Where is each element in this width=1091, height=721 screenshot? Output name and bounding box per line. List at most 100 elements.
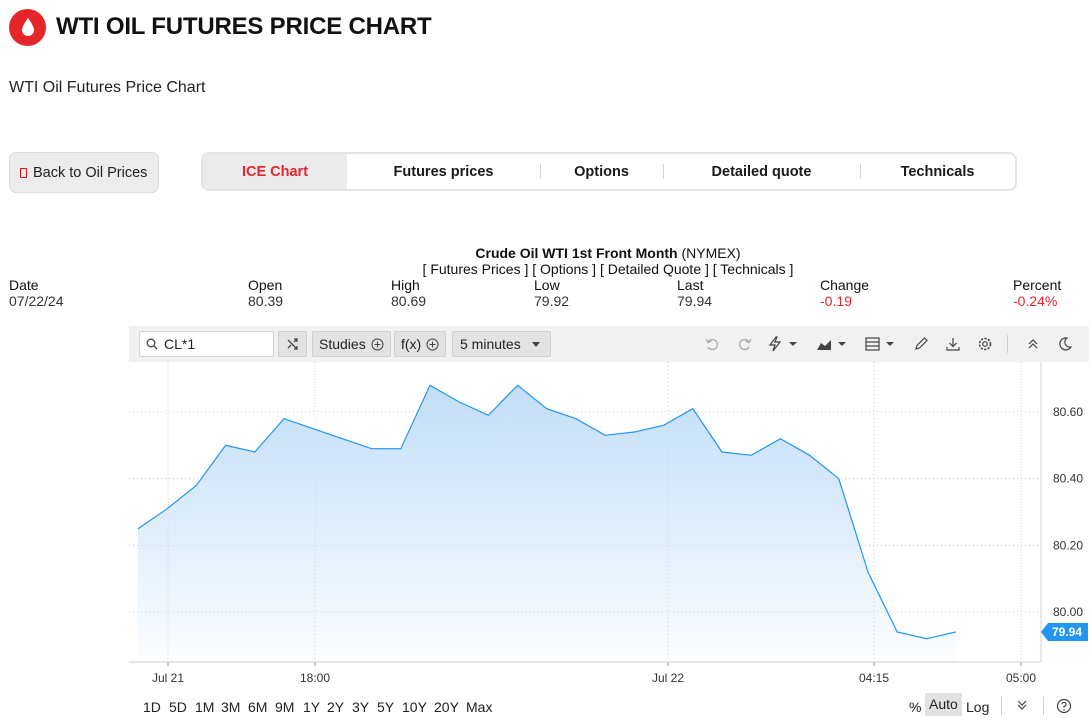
chart-links[interactable]: [ Futures Prices ] [ Options ] [ Detaile… xyxy=(422,261,794,277)
price-line xyxy=(137,384,956,640)
quote-high-value: 80.69 xyxy=(391,293,427,309)
quote-low-value: 79.92 xyxy=(534,293,570,309)
range-2y[interactable]: 2Y xyxy=(327,699,345,715)
last-price-marker xyxy=(1041,623,1088,641)
tab-futures-prices[interactable]: Futures prices xyxy=(393,163,494,180)
page-title: WTI OIL FUTURES PRICE CHART xyxy=(56,13,432,40)
x-tick-label: 05:00 xyxy=(1006,671,1036,685)
page-subtitle: WTI Oil Futures Price Chart xyxy=(9,79,206,96)
scale-log[interactable]: Log xyxy=(966,699,990,715)
collapse-icon[interactable] xyxy=(1023,334,1043,354)
y-tick-label: 80.20 xyxy=(1053,538,1083,552)
dark-mode-icon[interactable] xyxy=(1055,334,1075,354)
instrument-exchange: (NYMEX) xyxy=(681,245,741,261)
chevron-down-icon xyxy=(531,341,540,347)
shuffle-icon xyxy=(287,338,298,350)
range-3m[interactable]: 3M xyxy=(221,699,241,715)
x-tick-label: Jul 21 xyxy=(152,671,184,685)
download-icon[interactable] xyxy=(943,334,963,354)
range-9m[interactable]: 9M xyxy=(275,699,295,715)
y-tick-label: 80.00 xyxy=(1053,605,1083,619)
range-20y[interactable]: 20Y xyxy=(434,699,459,715)
range-max[interactable]: Max xyxy=(466,699,493,715)
scale-percent[interactable]: % xyxy=(909,699,922,715)
range-6m[interactable]: 6M xyxy=(248,699,268,715)
price-area xyxy=(138,385,956,662)
functions-button[interactable]: f(x) xyxy=(394,331,447,357)
quote-open-label: Open xyxy=(248,277,283,293)
interval-select[interactable]: 5 minutes xyxy=(452,331,551,357)
quote-percent-value: -0.24% xyxy=(1013,293,1058,309)
quote-open: Open 80.39 xyxy=(248,277,283,309)
tab-ice-chart[interactable]: ICE Chart xyxy=(203,154,347,189)
price-chart[interactable]: 80.60 80.40 80.20 80.00 Jul 21 18:00 Jul 22 04… xyxy=(129,362,1089,688)
quote-last-value: 79.94 xyxy=(677,293,713,309)
scale-auto[interactable]: Auto xyxy=(925,693,962,716)
compare-symbols-button[interactable] xyxy=(278,331,307,357)
layout-icon[interactable] xyxy=(864,334,898,354)
y-tick-label: 80.60 xyxy=(1053,405,1083,419)
quote-last-label: Last xyxy=(677,277,704,293)
price-axis: 80.60 80.40 80.20 80.00 xyxy=(1053,405,1083,619)
studies-label: Studies xyxy=(319,336,366,352)
quote-date-value: 07/22/24 xyxy=(9,293,64,309)
quote-date-label: Date xyxy=(9,277,39,293)
quote-change-value: -0.19 xyxy=(820,293,852,309)
quote-percent: Percent -0.24% xyxy=(1013,277,1061,309)
back-button-label: Back to Oil Prices xyxy=(33,164,148,181)
time-axis: Jul 21 18:00 Jul 22 04:15 05:00 xyxy=(152,662,1036,685)
help-icon[interactable] xyxy=(1056,698,1072,717)
symbol-search-input[interactable]: CL*1 xyxy=(139,331,274,357)
quote-percent-label: Percent xyxy=(1013,277,1062,293)
quote-date: Date 07/22/24 xyxy=(9,277,64,309)
redo-icon[interactable] xyxy=(735,334,755,354)
back-icon xyxy=(20,167,27,178)
gear-icon[interactable] xyxy=(975,334,995,354)
x-tick-label: Jul 22 xyxy=(652,671,684,685)
studies-button[interactable]: Studies xyxy=(312,331,391,357)
search-icon xyxy=(146,338,158,350)
x-tick-label: 18:00 xyxy=(300,671,330,685)
lightning-icon[interactable] xyxy=(767,334,801,354)
chart-bottom-bar: 1D 5D 1M 3M 6M 9M 1Y 2Y 3Y 5Y 10Y 20Y Ma… xyxy=(129,690,1091,721)
range-10y[interactable]: 10Y xyxy=(402,699,427,715)
tab-detailed-quote[interactable]: Detailed quote xyxy=(663,154,860,189)
add-circle-icon xyxy=(426,338,439,350)
add-circle-icon xyxy=(371,338,384,350)
x-tick-label: 04:15 xyxy=(859,671,889,685)
chevrons-down-icon[interactable] xyxy=(1015,698,1029,715)
chart-heading: Crude Oil WTI 1st Front Month (NYMEX) xyxy=(0,245,1091,261)
undo-icon[interactable] xyxy=(702,334,722,354)
interval-value: 5 minutes xyxy=(460,336,521,352)
quote-change-label: Change xyxy=(820,277,870,293)
last-price-badge: 79.94 xyxy=(1041,623,1088,641)
quote-open-value: 80.39 xyxy=(248,293,284,309)
range-1m[interactable]: 1M xyxy=(195,699,215,715)
chart-canvas[interactable]: 80.60 80.40 80.20 80.00 Jul 21 18:00 Jul 22 04… xyxy=(129,362,1089,688)
area-chart-icon[interactable] xyxy=(816,334,850,354)
functions-label: f(x) xyxy=(401,336,422,352)
range-5y[interactable]: 5Y xyxy=(377,699,395,715)
range-1d[interactable]: 1D xyxy=(143,699,161,715)
y-tick-label: 80.40 xyxy=(1053,472,1083,486)
back-to-oil-prices-button[interactable]: Back to Oil Prices xyxy=(9,152,159,193)
symbol-value: CL*1 xyxy=(164,336,196,352)
page-header: WTI OIL FUTURES PRICE CHART xyxy=(9,8,432,46)
pencil-icon[interactable] xyxy=(911,334,931,354)
tab-technicals[interactable]: Technicals xyxy=(860,154,1015,189)
quote-low: Low 79.92 xyxy=(534,277,569,309)
oil-drop-icon xyxy=(9,8,46,46)
chart-tabs: ICE Chart Futures prices Options Detaile… xyxy=(201,152,1017,191)
last-price-label: 79.94 xyxy=(1052,625,1082,639)
tab-options[interactable]: Options xyxy=(540,154,663,189)
range-3y[interactable]: 3Y xyxy=(352,699,370,715)
bottom-divider xyxy=(1001,697,1002,715)
toolbar-divider xyxy=(1007,335,1008,353)
range-1y[interactable]: 1Y xyxy=(303,699,321,715)
quote-low-label: Low xyxy=(534,277,560,293)
chart-toolbar: CL*1 Studies f(x) 5 minutes xyxy=(129,326,1089,362)
bottom-divider xyxy=(1043,697,1044,715)
range-5d[interactable]: 5D xyxy=(169,699,187,715)
quote-high-label: High xyxy=(391,277,420,293)
quote-high: High 80.69 xyxy=(391,277,426,309)
